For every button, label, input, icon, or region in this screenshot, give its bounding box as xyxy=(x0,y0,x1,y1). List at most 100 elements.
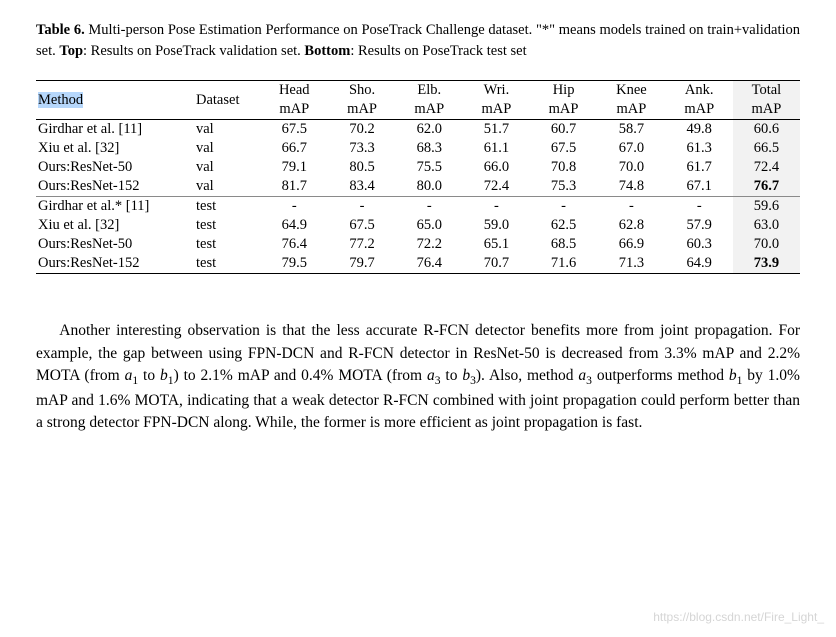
para-t6: outperforms method xyxy=(592,367,729,384)
col-wri: Wri. xyxy=(463,81,530,101)
col-knee-sub: mAP xyxy=(597,100,666,120)
table-caption: Table 6. Multi-person Pose Estimation Pe… xyxy=(36,20,800,62)
cell-value: 67.5 xyxy=(530,139,597,158)
cell-value: 66.5 xyxy=(733,139,800,158)
cell-value: 76.4 xyxy=(396,254,463,274)
cell-value: - xyxy=(463,197,530,217)
cell-value: 61.1 xyxy=(463,139,530,158)
cell-value: 81.7 xyxy=(260,177,329,197)
cell-value: 68.3 xyxy=(396,139,463,158)
para-t3: ) to 2.1% mAP and 0.4% MOTA (from xyxy=(174,367,427,384)
cell-value: 66.7 xyxy=(260,139,329,158)
col-method: Method xyxy=(36,81,192,120)
cell-value: 79.7 xyxy=(329,254,396,274)
cell-value: - xyxy=(597,197,666,217)
body-paragraph: Another interesting observation is that … xyxy=(36,320,800,435)
cell-value: 67.5 xyxy=(260,120,329,140)
cell-method: Ours:ResNet-50 xyxy=(36,158,192,177)
cell-value: 70.8 xyxy=(530,158,597,177)
col-head: Head xyxy=(260,81,329,101)
para-b3: b xyxy=(462,367,470,384)
col-hip: Hip xyxy=(530,81,597,101)
cell-value: 66.0 xyxy=(463,158,530,177)
cell-value: 71.6 xyxy=(530,254,597,274)
para-t4: to xyxy=(441,367,463,384)
cell-value: 67.1 xyxy=(666,177,733,197)
cell-value: 60.3 xyxy=(666,235,733,254)
cell-value: 73.9 xyxy=(733,254,800,274)
cell-value: 60.6 xyxy=(733,120,800,140)
cell-value: 74.8 xyxy=(597,177,666,197)
col-sho-sub: mAP xyxy=(329,100,396,120)
col-knee: Knee xyxy=(597,81,666,101)
cell-value: 64.9 xyxy=(260,216,329,235)
para-a3b: a xyxy=(578,367,586,384)
para-t5: ). Also, method xyxy=(476,367,578,384)
col-head-sub: mAP xyxy=(260,100,329,120)
cell-value: 71.3 xyxy=(597,254,666,274)
cell-dataset: val xyxy=(192,120,260,140)
cell-method: Ours:ResNet-50 xyxy=(36,235,192,254)
cell-method: Girdhar et al.* [11] xyxy=(36,197,192,217)
caption-bottom-text: : Results on PoseTrack test set xyxy=(350,43,526,59)
col-ank: Ank. xyxy=(666,81,733,101)
cell-value: 59.6 xyxy=(733,197,800,217)
col-elb: Elb. xyxy=(396,81,463,101)
cell-value: 60.7 xyxy=(530,120,597,140)
caption-label: Table 6. xyxy=(36,22,85,38)
cell-value: 72.2 xyxy=(396,235,463,254)
cell-dataset: val xyxy=(192,177,260,197)
cell-method: Girdhar et al. [11] xyxy=(36,120,192,140)
para-b1: b xyxy=(160,367,168,384)
caption-top-label: Top xyxy=(59,43,83,59)
table-header-row-1: Method Dataset Head Sho. Elb. Wri. Hip K… xyxy=(36,81,800,101)
cell-value: 80.0 xyxy=(396,177,463,197)
cell-dataset: val xyxy=(192,158,260,177)
cell-method: Ours:ResNet-152 xyxy=(36,177,192,197)
cell-value: 75.3 xyxy=(530,177,597,197)
cell-value: 70.0 xyxy=(597,158,666,177)
cell-value: 75.5 xyxy=(396,158,463,177)
cell-value: 76.4 xyxy=(260,235,329,254)
table-row: Ours:ResNet-152val81.783.480.072.475.374… xyxy=(36,177,800,197)
cell-value: 62.0 xyxy=(396,120,463,140)
cell-value: 77.2 xyxy=(329,235,396,254)
cell-method: Xiu et al. [32] xyxy=(36,216,192,235)
table-row: Xiu et al. [32]test64.967.565.059.062.56… xyxy=(36,216,800,235)
cell-value: 51.7 xyxy=(463,120,530,140)
cell-value: 67.0 xyxy=(597,139,666,158)
cell-value: 80.5 xyxy=(329,158,396,177)
cell-value: 79.5 xyxy=(260,254,329,274)
cell-value: - xyxy=(329,197,396,217)
cell-dataset: val xyxy=(192,139,260,158)
table-row: Xiu et al. [32]val66.773.368.361.167.567… xyxy=(36,139,800,158)
cell-value: - xyxy=(530,197,597,217)
col-elb-sub: mAP xyxy=(396,100,463,120)
cell-value: 65.1 xyxy=(463,235,530,254)
col-total: Total xyxy=(733,81,800,101)
col-dataset: Dataset xyxy=(192,81,260,120)
cell-method: Xiu et al. [32] xyxy=(36,139,192,158)
caption-top-text: : Results on PoseTrack validation set. xyxy=(83,43,304,59)
cell-value: 59.0 xyxy=(463,216,530,235)
table-row: Ours:ResNet-50test76.477.272.265.168.566… xyxy=(36,235,800,254)
col-hip-sub: mAP xyxy=(530,100,597,120)
para-b1b: b xyxy=(729,367,737,384)
col-ank-sub: mAP xyxy=(666,100,733,120)
cell-value: 57.9 xyxy=(666,216,733,235)
cell-value: 72.4 xyxy=(463,177,530,197)
cell-value: 49.8 xyxy=(666,120,733,140)
col-total-sub: mAP xyxy=(733,100,800,120)
cell-value: 68.5 xyxy=(530,235,597,254)
col-wri-sub: mAP xyxy=(463,100,530,120)
cell-dataset: test xyxy=(192,197,260,217)
cell-value: 70.7 xyxy=(463,254,530,274)
table-row: Ours:ResNet-50val79.180.575.566.070.870.… xyxy=(36,158,800,177)
cell-value: 67.5 xyxy=(329,216,396,235)
cell-value: - xyxy=(666,197,733,217)
table-row: Ours:ResNet-152test79.579.776.470.771.67… xyxy=(36,254,800,274)
cell-dataset: test xyxy=(192,254,260,274)
cell-value: 64.9 xyxy=(666,254,733,274)
cell-value: 70.0 xyxy=(733,235,800,254)
table-row: Girdhar et al. [11]val67.570.262.051.760… xyxy=(36,120,800,140)
